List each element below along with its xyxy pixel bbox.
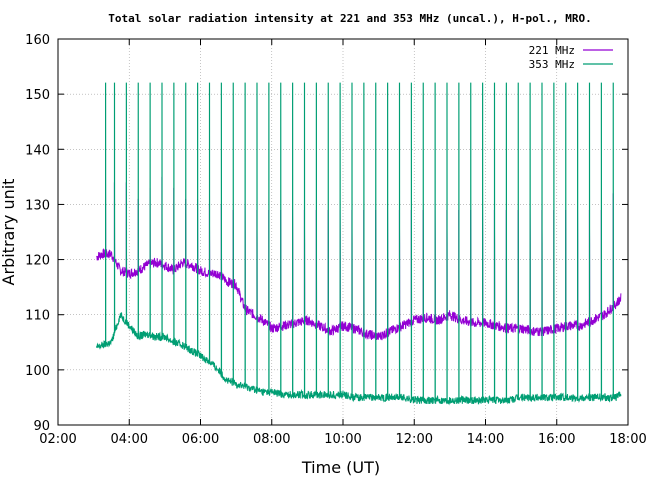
x-tick-label: 14:00 (467, 432, 504, 447)
x-axis-label: Time (UT) (301, 458, 380, 477)
x-tick-label: 16:00 (538, 432, 575, 447)
x-tick-label: 18:00 (609, 432, 646, 447)
y-tick-label: 160 (25, 33, 50, 48)
y-axis-label: Arbitrary unit (0, 179, 18, 286)
legend-label: 353 MHz (529, 58, 575, 71)
series-line (96, 82, 622, 406)
x-tick-label: 02:00 (39, 432, 76, 447)
x-tick-label: 04:00 (111, 432, 148, 447)
chart-title: Total solar radiation intensity at 221 a… (108, 12, 591, 25)
x-tick-label: 10:00 (324, 432, 361, 447)
x-tick-label: 08:00 (253, 432, 290, 447)
y-tick-label: 90 (33, 419, 50, 434)
y-tick-label: 120 (25, 254, 50, 269)
y-axis-ticks: 90 100 110 120 130 140 150 160 (25, 33, 628, 434)
plot-traces (96, 82, 622, 406)
x-tick-label: 12:00 (396, 432, 433, 447)
series-221-mhz (96, 176, 622, 341)
x-axis-ticks: 02:00 04:00 06:00 08:00 10:00 12:00 14:00 16:00… (39, 39, 647, 447)
y-tick-label: 130 (25, 198, 50, 213)
y-tick-label: 110 (25, 309, 50, 324)
x-tick-label: 06:00 (182, 432, 219, 447)
legend-label: 221 MHz (529, 44, 575, 57)
y-tick-label: 150 (25, 88, 50, 103)
series-353-mhz (96, 82, 622, 406)
y-tick-label: 100 (25, 364, 50, 379)
series-line (96, 176, 622, 341)
y-tick-label: 140 (25, 143, 50, 158)
